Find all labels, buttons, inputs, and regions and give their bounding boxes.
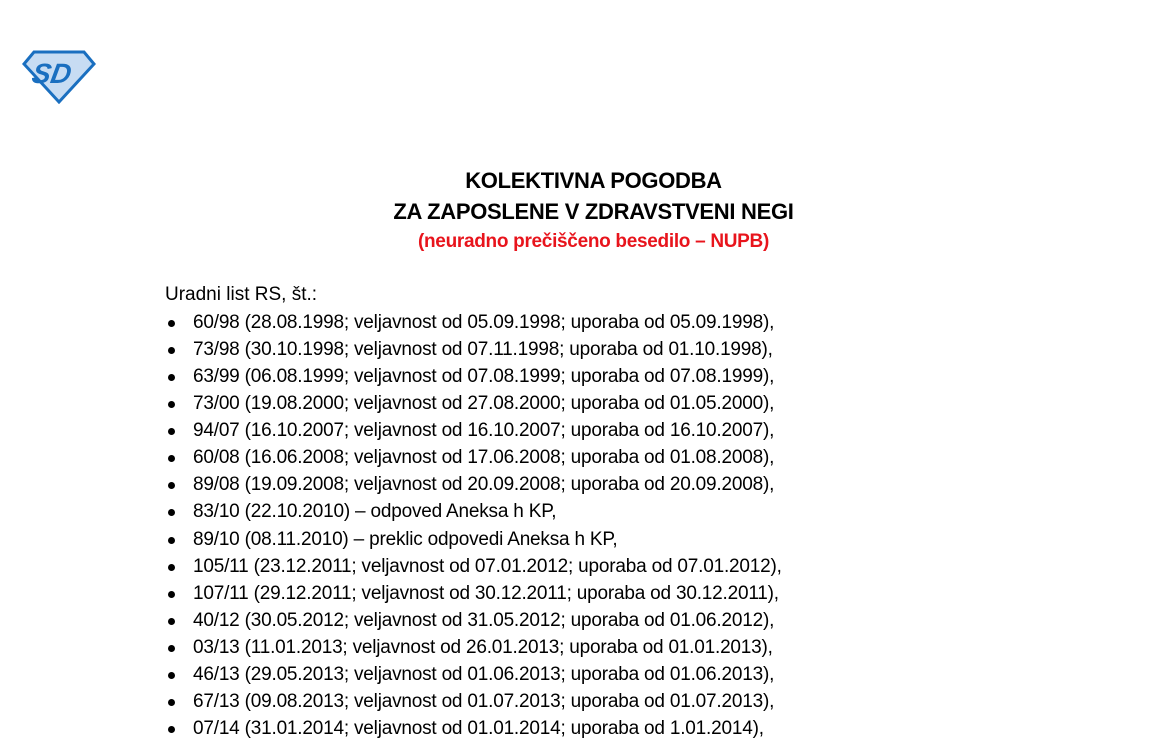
bullet-icon [168, 698, 175, 706]
bullet-icon [168, 347, 175, 355]
list-item: 07/14 (31.01.2014; veljavnost od 01.01.2… [165, 717, 782, 744]
bullet-icon [168, 644, 175, 652]
list-item-text: 67/13 (09.08.2013; veljavnost od 01.07.2… [193, 690, 775, 712]
bullet-icon [168, 617, 175, 625]
list-item: 107/11 (29.12.2011; veljavnost od 30.12.… [165, 582, 782, 609]
list-item-text: 40/12 (30.05.2012; veljavnost od 31.05.2… [193, 609, 775, 631]
bullet-icon [168, 455, 175, 463]
list-item: 60/08 (16.06.2008; veljavnost od 17.06.2… [165, 446, 782, 473]
gazette-list: 60/98 (28.08.1998; veljavnost od 05.09.1… [165, 311, 782, 744]
bullet-icon [168, 428, 175, 436]
list-item-text: 89/08 (19.09.2008; veljavnost od 20.09.2… [193, 474, 775, 496]
list-item: 94/07 (16.10.2007; veljavnost od 16.10.2… [165, 419, 782, 446]
bullet-icon [168, 509, 175, 517]
list-item: 73/98 (30.10.1998; veljavnost od 07.11.1… [165, 338, 782, 365]
list-item-text: 105/11 (23.12.2011; veljavnost od 07.01.… [193, 555, 782, 577]
document-title: KOLEKTIVNA POGODBA [465, 168, 722, 193]
list-item-text: 73/00 (19.08.2000; veljavnost od 27.08.2… [193, 393, 775, 415]
document-subtitle: (neuradno prečiščeno besedilo – NUPB) [417, 231, 770, 252]
list-item-text: 89/10 (08.11.2010) – preklic odpovedi An… [193, 528, 618, 550]
bullet-icon [168, 374, 175, 382]
list-item: 40/12 (30.05.2012; veljavnost od 31.05.2… [165, 609, 782, 636]
list-item: 67/13 (09.08.2013; veljavnost od 01.07.2… [165, 690, 782, 717]
list-item: 03/13 (11.01.2013; veljavnost od 26.01.2… [165, 636, 782, 663]
list-item: 63/99 (06.08.1999; veljavnost od 07.08.1… [165, 365, 782, 392]
svg-text:SD: SD [30, 57, 74, 89]
logo: SD [22, 50, 96, 104]
bullet-icon [168, 725, 175, 733]
document-title-line2: ZA ZAPOSLENE V ZDRAVSTVENI NEGI [393, 199, 794, 224]
list-item: 83/10 (22.10.2010) – odpoved Aneksa h KP… [165, 500, 782, 527]
bullet-icon [168, 671, 175, 679]
list-item: 89/10 (08.11.2010) – preklic odpovedi An… [165, 528, 782, 555]
list-item-text: 63/99 (06.08.1999; veljavnost od 07.08.1… [193, 366, 775, 388]
list-item-text: 03/13 (11.01.2013; veljavnost od 26.01.2… [193, 636, 773, 658]
list-item-text: 60/08 (16.06.2008; veljavnost od 17.06.2… [193, 447, 775, 469]
list-item: 89/08 (19.09.2008; veljavnost od 20.09.2… [165, 473, 782, 500]
bullet-icon [168, 401, 175, 409]
list-item-text: 83/10 (22.10.2010) – odpoved Aneksa h KP… [193, 501, 557, 523]
list-item: 46/13 (29.05.2013; veljavnost od 01.06.2… [165, 663, 782, 690]
list-item-text: 73/98 (30.10.1998; veljavnost od 07.11.1… [193, 339, 773, 361]
list-item: 105/11 (23.12.2011; veljavnost od 07.01.… [165, 555, 782, 582]
bullet-icon [168, 320, 175, 327]
bullet-icon [168, 590, 175, 598]
bullet-icon [168, 482, 175, 490]
list-item: 60/98 (28.08.1998; veljavnost od 05.09.1… [165, 311, 782, 338]
list-item-text: 94/07 (16.10.2007; veljavnost od 16.10.2… [193, 420, 775, 442]
list-item-text: 107/11 (29.12.2011; veljavnost od 30.12.… [193, 582, 779, 604]
list-item-text: 46/13 (29.05.2013; veljavnost od 01.06.2… [193, 663, 775, 685]
bullet-icon [168, 536, 175, 544]
list-item: 73/00 (19.08.2000; veljavnost od 27.08.2… [165, 392, 782, 419]
list-item-text: 07/14 (31.01.2014; veljavnost od 01.01.2… [193, 717, 764, 739]
bullet-icon [168, 563, 175, 571]
intro-text: Uradni list RS, št.: [165, 284, 318, 305]
list-item-text: 60/98 (28.08.1998; veljavnost od 05.09.1… [193, 312, 775, 333]
